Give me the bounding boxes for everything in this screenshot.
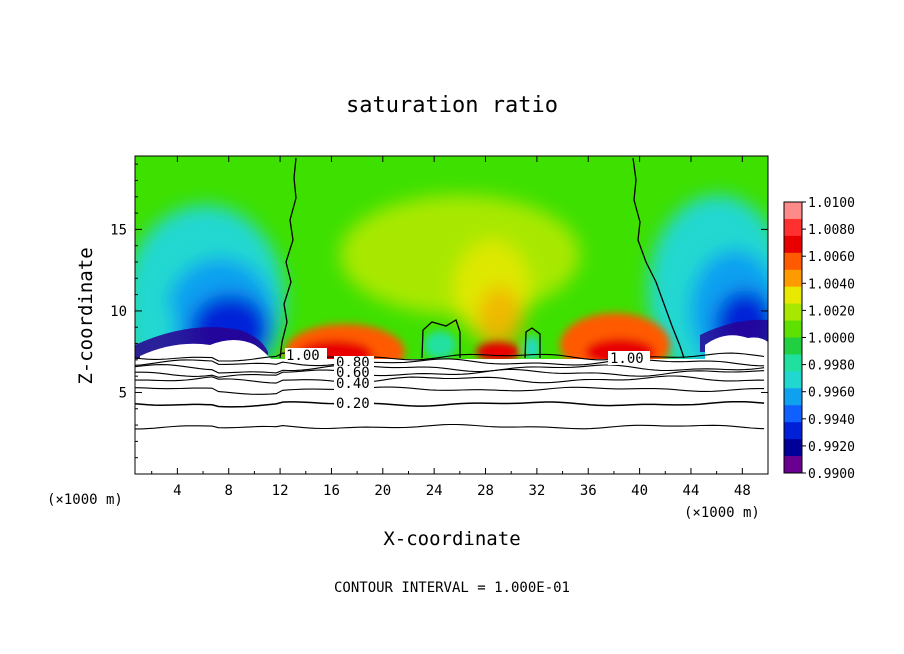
colorbar-tick-label: 0.9980 — [808, 359, 855, 374]
colorbar-tick-label: 1.0040 — [808, 277, 855, 292]
contour-line — [135, 375, 765, 384]
x-tick-label: 28 — [477, 483, 494, 499]
colorbar-tick-label: 1.0080 — [808, 223, 855, 238]
plot-field — [135, 156, 768, 474]
x-tick-label: 48 — [734, 483, 751, 499]
colorbar-swatch — [784, 269, 802, 288]
y-axis-label: Z-coordinate — [75, 247, 97, 384]
x-tick-label: 36 — [580, 483, 597, 499]
low-contours — [135, 352, 765, 430]
x-tick-label: 4 — [173, 483, 181, 499]
y-axis-ticks: 5 10 15 — [110, 163, 768, 459]
y-tick-label: 15 — [110, 222, 127, 238]
colorbar-tick-label: 1.0060 — [808, 250, 855, 265]
colorbar-swatch — [784, 303, 802, 322]
x-tick-label: 24 — [426, 483, 443, 499]
contour-line — [135, 358, 765, 367]
x-tick-label: 16 — [323, 483, 340, 499]
x-tick-label: 20 — [374, 483, 391, 499]
contour-line — [135, 364, 765, 374]
contour-100-left — [279, 157, 297, 359]
colorbar-swatch — [784, 320, 802, 338]
x-tick-label: 44 — [683, 483, 700, 499]
colorbar-swatch — [784, 218, 802, 237]
x-axis-label: X-coordinate — [383, 528, 520, 550]
colorbar-tick-label: 1.0000 — [808, 332, 855, 347]
colorbar-tick-label: 0.9900 — [808, 467, 855, 482]
colorbar-swatch — [784, 337, 802, 355]
contour-100-center-left — [421, 319, 461, 359]
contour-label-100-left: 1.00 — [286, 348, 320, 364]
colorbar-tick-label: 0.9940 — [808, 413, 855, 428]
plot-frame — [134, 155, 769, 475]
field-red-arc-3 — [476, 342, 520, 362]
x-tick-label: 40 — [631, 483, 648, 499]
contour-label-100-right: 1.00 — [610, 351, 644, 367]
x-tick-label: 12 — [272, 483, 289, 499]
contour-line — [135, 352, 765, 362]
contour-100-center-right — [524, 327, 541, 359]
x-unit-left: (×1000 m) — [47, 492, 123, 508]
colorbar-swatch — [784, 286, 802, 305]
field-green-pocket — [424, 331, 456, 359]
contour-interval-note: CONTOUR INTERVAL = 1.000E-01 — [334, 580, 570, 596]
colorbar-swatch — [784, 371, 802, 389]
colorbar-swatch — [784, 202, 802, 220]
colorbar-swatch — [784, 252, 802, 271]
contour-line — [135, 423, 765, 430]
colorbar: 1.0100 1.0080 1.0060 1.0040 1.0020 1.0000 0.99… — [783, 196, 855, 482]
contour-line — [135, 400, 765, 408]
contour-line — [135, 386, 765, 395]
contour-100-right — [632, 157, 685, 359]
colorbar-tick-label: 1.0100 — [808, 196, 855, 211]
y-tick-label: 5 — [119, 385, 127, 401]
y-tick-label: 10 — [110, 304, 127, 320]
colorbar-swatch — [784, 354, 802, 372]
chart-title: saturation ratio — [346, 93, 558, 118]
x-unit-right: (×1000 m) — [684, 505, 760, 521]
x-tick-label: 32 — [528, 483, 545, 499]
colorbar-swatch — [784, 439, 802, 457]
x-tick-label: 8 — [225, 483, 233, 499]
colorbar-tick-label: 1.0020 — [808, 304, 855, 319]
colorbar-tick-label: 0.9960 — [808, 386, 855, 401]
contour-line — [135, 368, 765, 378]
field-patch-core2 — [478, 286, 522, 354]
colorbar-swatch — [784, 422, 802, 440]
colorbar-tick-label: 0.9920 — [808, 440, 855, 455]
contour-label-040: 0.40 — [336, 376, 370, 392]
field-left-hole — [140, 340, 272, 360]
x-axis-ticks: 4 8 12 16 20 24 28 32 36 40 44 48 — [151, 156, 769, 499]
colorbar-swatch — [784, 235, 802, 254]
colorbar-swatch — [784, 405, 802, 423]
contour-label-020: 0.20 — [336, 396, 370, 412]
field-cyan-pocket — [525, 336, 539, 360]
colorbar-swatch — [784, 388, 802, 406]
contour-labels: 1.00 0.80 0.60 0.40 0.20 1.00 — [285, 348, 650, 412]
colorbar-swatch — [784, 456, 802, 474]
